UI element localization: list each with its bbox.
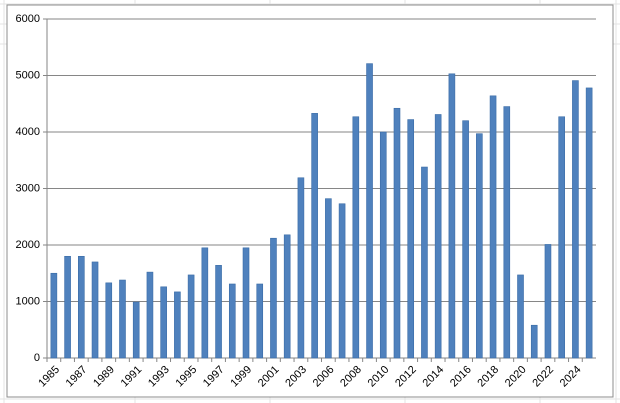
bar	[201, 247, 209, 359]
bar	[283, 234, 291, 359]
bar	[50, 272, 58, 359]
bar	[585, 87, 593, 359]
bar	[91, 261, 99, 359]
bar	[379, 131, 387, 359]
y-tick-label: 4000	[16, 126, 40, 138]
bar	[421, 166, 428, 359]
y-tick-label: 1000	[16, 295, 40, 307]
y-tick-label: 6000	[16, 13, 40, 25]
bar	[530, 324, 538, 359]
bar	[215, 265, 222, 359]
bar	[132, 301, 140, 359]
bar	[119, 279, 126, 359]
bar	[297, 177, 305, 359]
bar	[78, 255, 85, 359]
y-tick-label: 0	[34, 352, 40, 364]
bar	[160, 286, 167, 359]
bar	[228, 283, 236, 359]
bar	[434, 114, 442, 359]
bar	[558, 116, 565, 359]
bar	[462, 120, 469, 359]
bar	[311, 113, 318, 359]
bar	[270, 237, 277, 359]
bar	[517, 274, 524, 359]
bar	[338, 203, 346, 359]
y-tick-label: 2000	[16, 239, 40, 251]
bar	[503, 106, 511, 359]
bar	[407, 119, 415, 359]
bar	[325, 198, 332, 359]
bar	[174, 291, 181, 359]
bar	[489, 95, 497, 359]
bar	[242, 247, 250, 359]
y-tick-label: 5000	[16, 69, 40, 81]
bar	[393, 107, 401, 359]
bar	[476, 133, 483, 359]
bar	[256, 283, 264, 359]
bar	[187, 274, 195, 359]
bar	[352, 116, 360, 359]
bar	[572, 80, 579, 359]
bar	[146, 271, 154, 359]
bar	[366, 63, 373, 359]
bar	[448, 73, 456, 359]
bar	[105, 282, 113, 359]
bar	[544, 244, 552, 359]
bar	[64, 255, 71, 359]
y-tick-label: 3000	[16, 182, 40, 194]
